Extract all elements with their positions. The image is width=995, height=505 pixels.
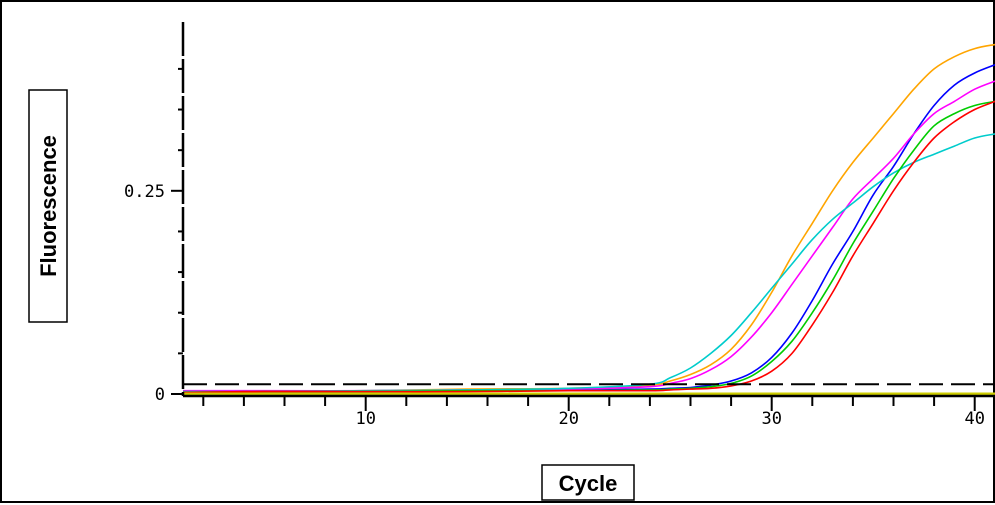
x-tick-label: 40 (964, 409, 984, 429)
series-line-3 (183, 80, 995, 392)
series-line-6 (183, 100, 995, 394)
x-tick-label: 30 (761, 409, 781, 429)
y-tick-label: 0.25 (124, 182, 165, 202)
series-line-2 (183, 64, 995, 394)
x-tick-label: 10 (355, 409, 375, 429)
y-tick-label: 0 (155, 385, 165, 405)
x-axis-title: Cycle (541, 464, 635, 501)
series-line-4 (183, 133, 995, 393)
y-axis-label: Fluorescence (36, 135, 61, 277)
series-line-5 (183, 100, 995, 394)
x-axis-label: Cycle (559, 471, 618, 496)
series-line-1 (183, 43, 995, 394)
x-tick-label: 20 (558, 409, 578, 429)
y-axis-title: Fluorescence (28, 89, 68, 323)
